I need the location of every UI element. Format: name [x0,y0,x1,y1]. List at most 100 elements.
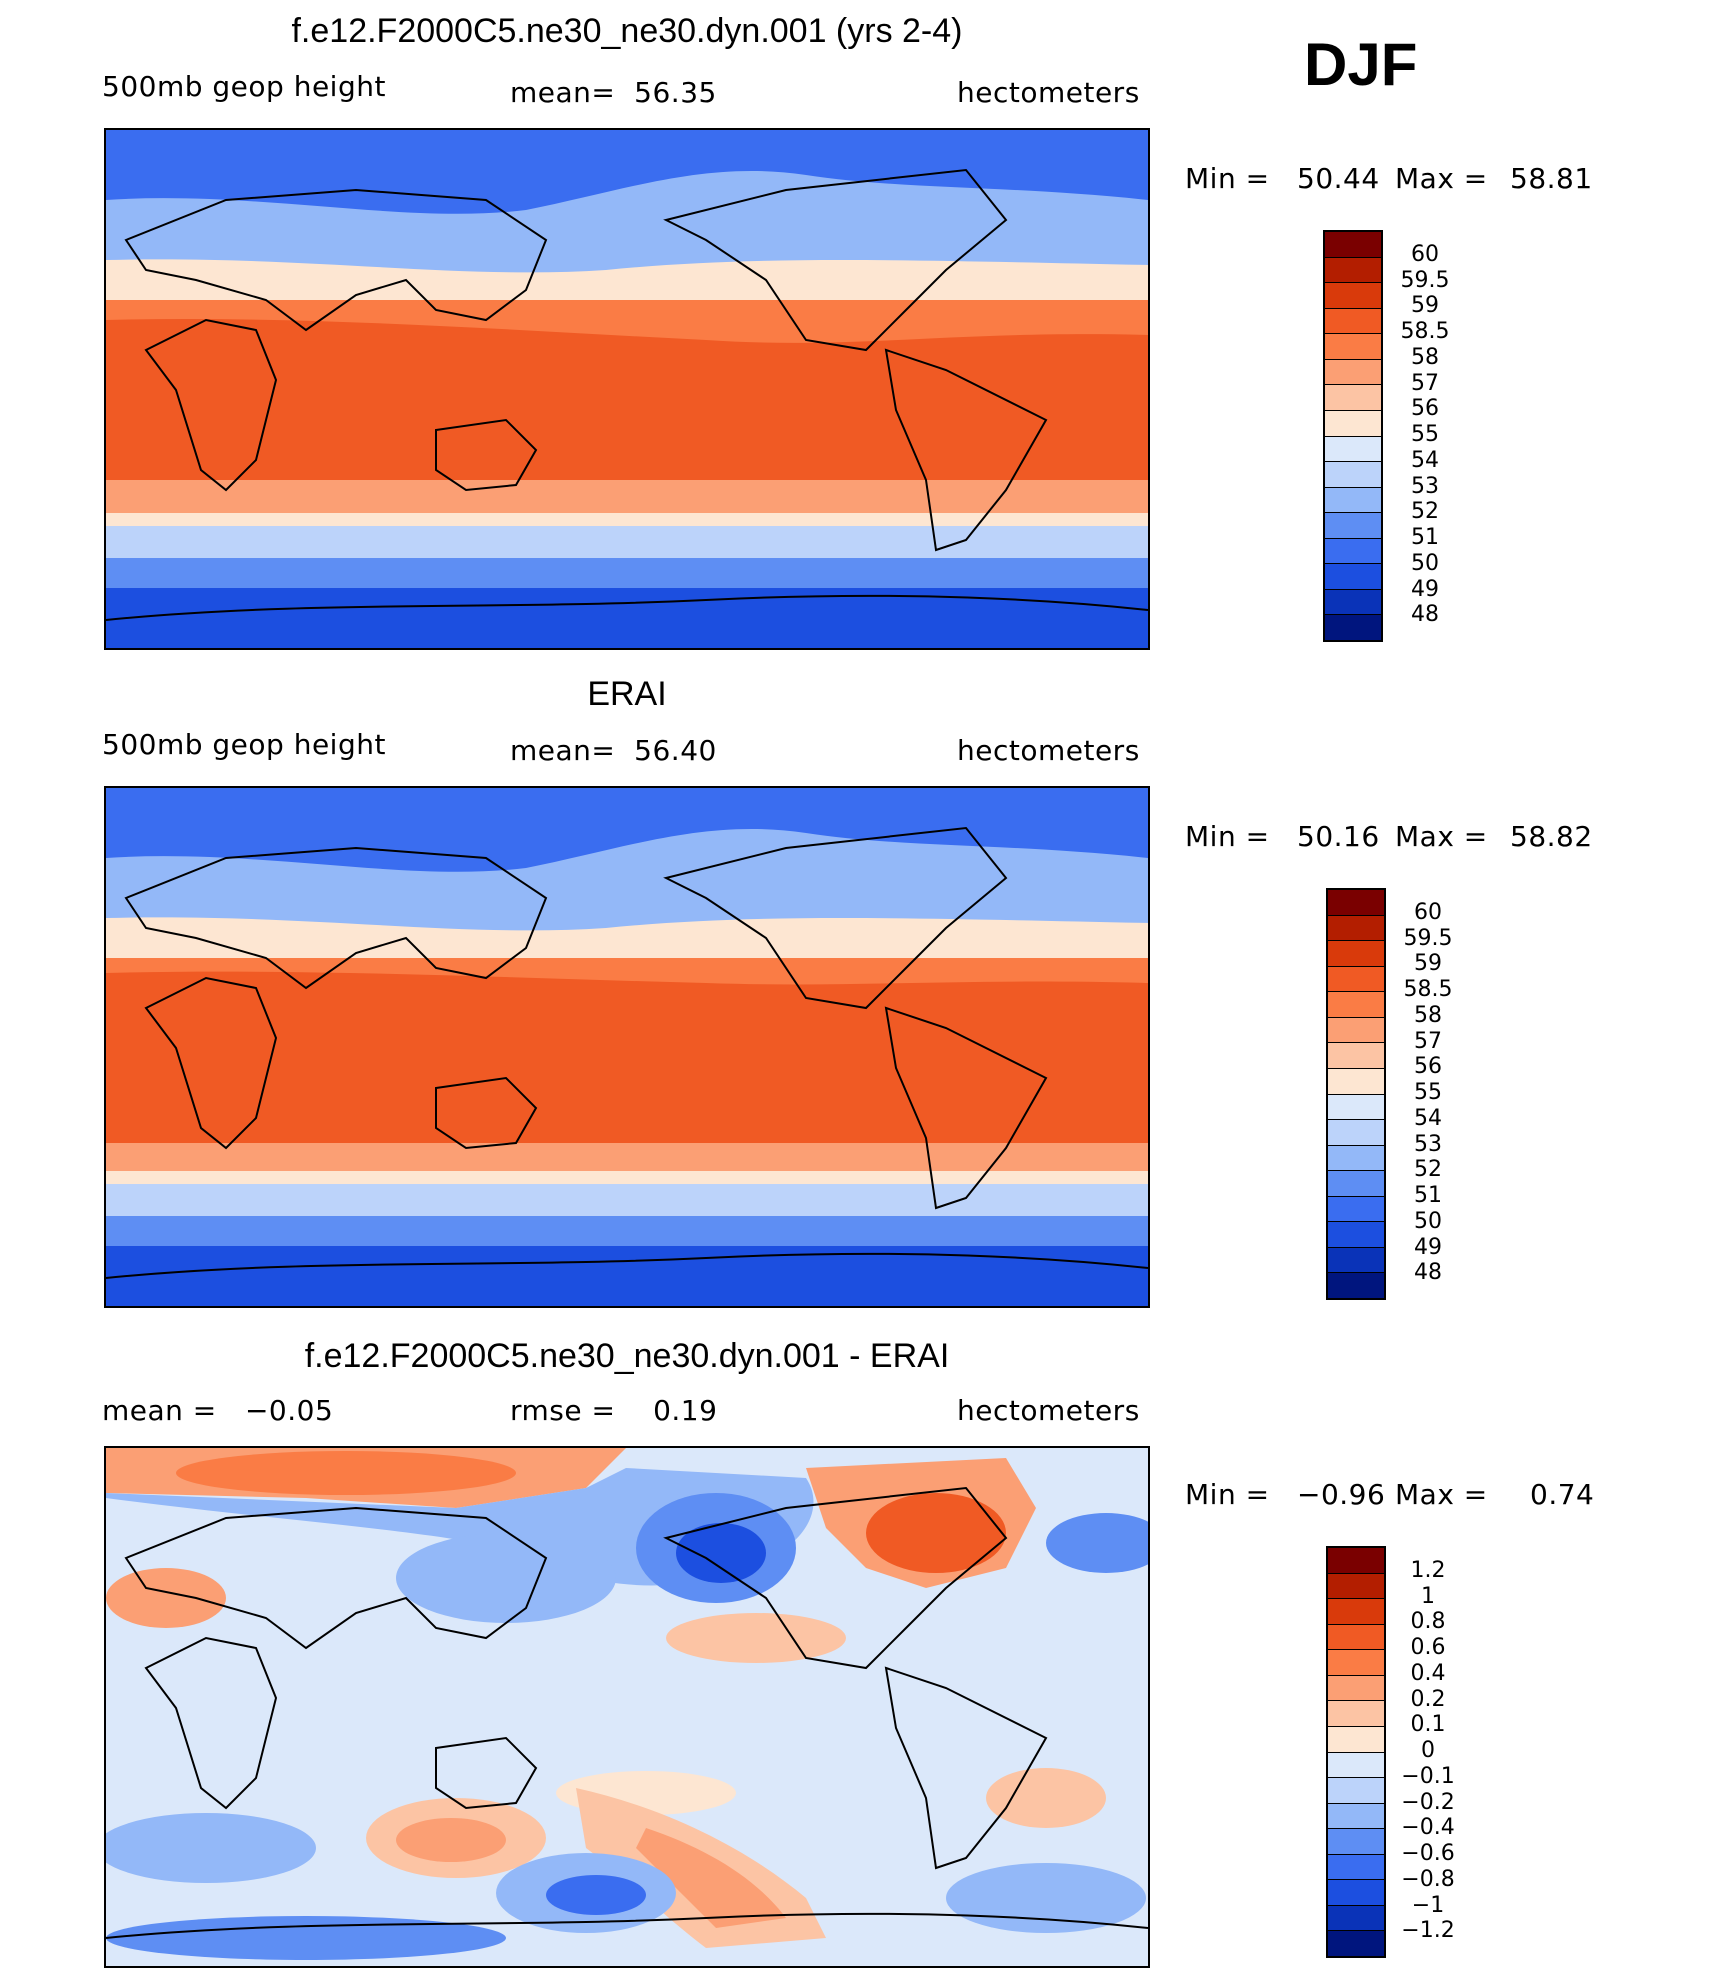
colorbar-tick-label: 0.4 [1410,1660,1446,1686]
panel3-south-negative-central-core [546,1875,646,1915]
panel3-min-value: −0.96 [1297,1478,1386,1511]
panel2-band-south-cream [106,1171,1148,1186]
panel1-band-south-deep [106,558,1148,590]
panel3-south-atlantic-positive [986,1768,1106,1828]
colorbar-box [1325,513,1381,539]
panel1-land-antarctica [106,594,1148,621]
colorbar-box [1325,589,1381,616]
panel2-land-north-america [663,826,1008,1010]
panel2-max-value: 58.82 [1510,820,1593,853]
colorbar-box [1328,1548,1384,1574]
colorbar-tick-label: −1 [1411,1892,1445,1918]
colorbar-box [1325,538,1381,565]
panel1-land-south-america [884,348,1048,552]
colorbar-tick-label: 0.1 [1410,1712,1446,1738]
panel3-land-africa [144,1636,278,1810]
colorbar-tick-label: 58.5 [1400,319,1450,344]
colorbar-box [1328,1726,1384,1753]
colorbar-box [1328,915,1384,942]
panel2-band-south-deep [106,1216,1148,1248]
panel2-mean-label: mean= 56.40 [510,734,717,767]
panel1-map [104,128,1150,650]
panel3-field-svg [106,1448,1148,1966]
colorbar-tick-label: −0.8 [1401,1866,1455,1892]
panel1-land-eurasia [124,188,548,332]
colorbar-box [1325,436,1381,463]
colorbar-tick-label: 55 [1411,422,1439,447]
colorbar-tick-label: 48 [1411,602,1439,628]
panel3-npacific-positive [666,1613,846,1663]
colorbar-box [1328,1171,1384,1197]
panel2-units-label: hectometers [957,734,1140,767]
panel2-band-south-sub [106,1143,1148,1173]
panel1-mean-label: mean= 56.35 [510,76,717,109]
panel3-south-negative-east [946,1863,1146,1933]
panel2-band-north-mid [106,828,1148,938]
colorbar-box [1325,359,1381,386]
panel1-units-label: hectometers [957,76,1140,109]
colorbar-box [1328,1017,1384,1044]
panel2-colorbar [1326,888,1386,1300]
panel3-land-north-america [663,1486,1008,1670]
colorbar-tick-label: 51 [1414,1183,1442,1208]
panel1-band-south-mid [106,526,1148,560]
colorbar-box [1325,564,1381,590]
colorbar-box [1328,1094,1384,1121]
colorbar-box [1328,1196,1384,1223]
panel3-max-label: Max = [1395,1478,1488,1511]
panel2-land-australia [435,1076,538,1150]
colorbar-box [1328,890,1384,916]
panel3-south-negative-west [106,1813,316,1883]
colorbar-tick-label: 52 [1414,1157,1442,1183]
panel1-variable-label: 500mb geop height [102,70,386,103]
colorbar-tick-label: 55 [1414,1080,1442,1105]
panel1-band-north-mid [106,170,1148,280]
colorbar-box [1328,1273,1384,1298]
panel3-canada-positive-core [866,1493,1006,1573]
colorbar-tick-label: −0.6 [1401,1841,1455,1866]
colorbar-tick-label: 51 [1411,525,1439,550]
colorbar-box [1328,992,1384,1018]
colorbar-box [1328,941,1384,967]
panel1-title: f.e12.F2000C5.ne30_ne30.dyn.001 (yrs 2-4… [291,12,963,50]
colorbar-tick-label: 59 [1411,293,1439,319]
panel2-min-value: 50.16 [1297,820,1380,853]
panel2-min-label: Min = [1185,820,1270,853]
panel1-land-africa [144,318,278,492]
colorbar-box [1328,1247,1384,1274]
colorbar-box [1328,1829,1384,1855]
colorbar-box [1328,1905,1384,1932]
colorbar-box [1328,1650,1384,1676]
colorbar-tick-label: −0.2 [1401,1789,1455,1815]
panel2-land-south-america [884,1006,1048,1210]
panel1-land-north-america [663,168,1008,352]
colorbar-box [1325,334,1381,360]
colorbar-tick-label: 50 [1411,550,1439,576]
panel1-min-value: 50.44 [1297,162,1380,195]
colorbar-box [1325,283,1381,309]
panel2-title: ERAI [587,675,667,713]
panel3-max-value: 0.74 [1530,1478,1595,1511]
colorbar-box [1328,1624,1384,1651]
colorbar-tick-label: 53 [1411,473,1439,499]
colorbar-tick-label: 60 [1414,899,1442,925]
colorbar-tick-label: 54 [1414,1105,1442,1131]
panel3-units-label: hectometers [957,1394,1140,1427]
colorbar-tick-label: 49 [1414,1234,1442,1260]
colorbar-tick-label: 57 [1411,370,1439,396]
panel1-min-label: Min = [1185,162,1270,195]
panel3-map [104,1446,1150,1968]
colorbar-tick-label: 48 [1414,1260,1442,1286]
colorbar-box [1325,308,1381,335]
panel3-pacific-negative-core [676,1523,766,1583]
panel2-field-svg [106,788,1148,1306]
panel2-band-tropics [106,971,1148,1143]
colorbar-box [1328,1573,1384,1600]
colorbar-tick-label: 58.5 [1403,977,1453,1002]
colorbar-box [1325,462,1381,488]
panel3-mean-label: mean = −0.05 [102,1394,334,1427]
panel1-land-australia [435,418,538,492]
panel2-land-africa [144,976,278,1150]
panel1-band-south-polar [106,588,1148,648]
colorbar-tick-label: 52 [1411,499,1439,525]
